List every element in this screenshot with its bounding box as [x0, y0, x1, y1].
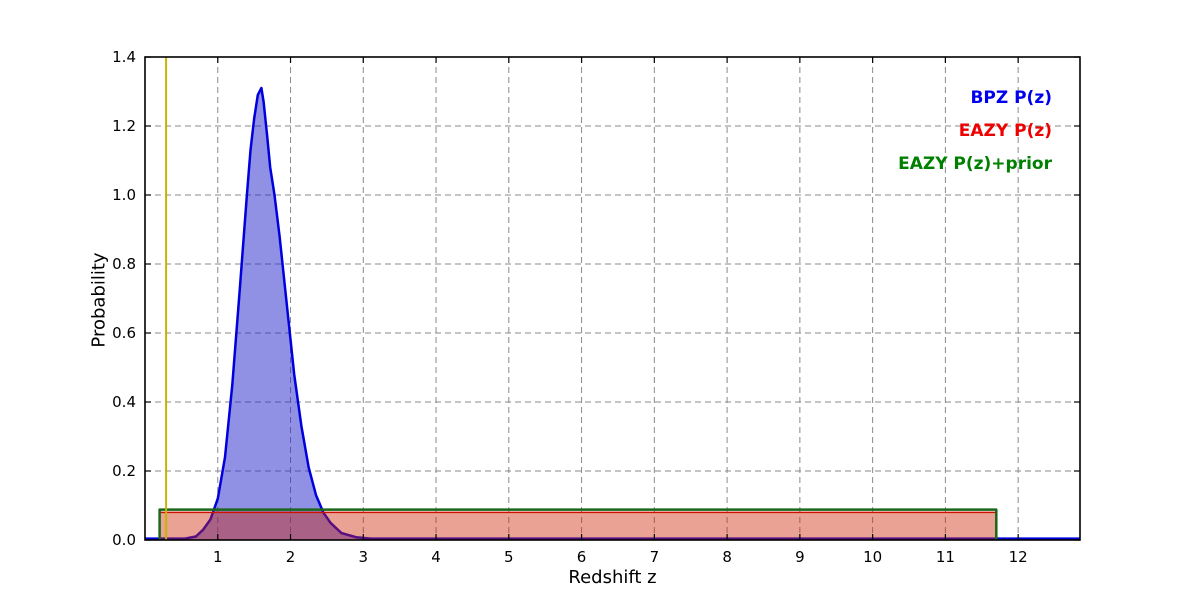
x-tick-label: 7	[650, 548, 660, 566]
x-tick-label: 8	[722, 548, 732, 566]
x-tick-label: 11	[936, 548, 955, 566]
x-tick-label: 4	[431, 548, 441, 566]
series-line-eazy-p-z-prior	[158, 508, 998, 540]
y-tick-label: 0.2	[112, 462, 136, 480]
y-tick-label: 1.0	[112, 186, 136, 204]
legend-item-eazy-prior: EAZY P(z)+prior	[898, 154, 1052, 174]
legend-item-eazy: EAZY P(z)	[958, 121, 1052, 141]
x-tick-label: 9	[795, 548, 805, 566]
y-tick-label: 0.8	[112, 255, 136, 273]
x-tick-label: 1	[213, 548, 223, 566]
y-tick-label: 1.4	[112, 48, 136, 66]
y-tick-label: 0.6	[112, 324, 136, 342]
x-tick-label: 6	[577, 548, 587, 566]
series-fill-eazy-p-z-	[159, 512, 997, 540]
x-tick-label: 3	[359, 548, 369, 566]
legend: BPZ P(z) EAZY P(z) EAZY P(z)+prior	[898, 82, 1052, 181]
y-axis-label: Probability	[88, 252, 110, 348]
x-tick-label: 10	[863, 548, 882, 566]
series-line-bpz-p-z-	[145, 86, 1080, 540]
y-tick-label: 0.4	[112, 393, 136, 411]
series-fill-bpz-p-z-	[145, 88, 1080, 540]
y-tick-label: 1.2	[112, 117, 136, 135]
x-tick-label: 5	[504, 548, 514, 566]
y-tick-label: 0.0	[112, 531, 136, 549]
legend-item-bpz: BPZ P(z)	[970, 88, 1052, 108]
plot-border	[144, 56, 1081, 541]
x-tick-label: 2	[286, 548, 296, 566]
x-tick-label: 12	[1009, 548, 1028, 566]
x-axis-label: Redshift z	[568, 567, 657, 588]
